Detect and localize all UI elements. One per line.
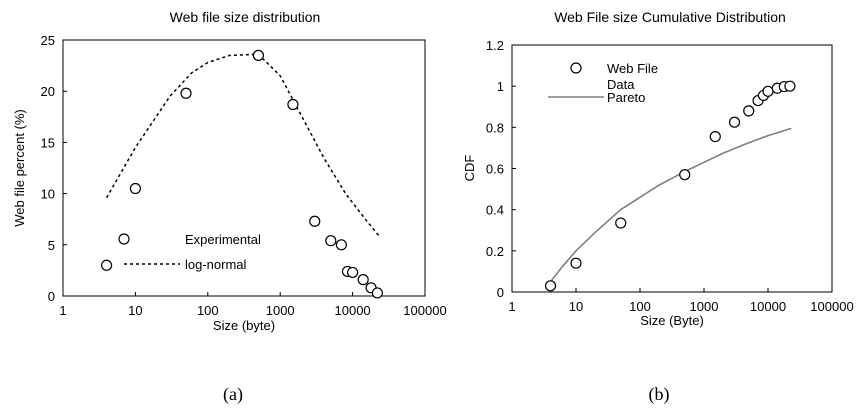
chart-a-point-experimental: [325, 235, 337, 247]
chart-b-point-web-file-data: [762, 85, 774, 97]
chart-b-legend-label-pareto: Pareto: [607, 90, 645, 105]
chart-a-x-tick-label: 1000: [266, 303, 295, 318]
chart-a-point-experimental: [347, 266, 359, 279]
chart-a-x-tick-label: 1: [59, 303, 66, 318]
chart-b-legend-label-web-file: Web File: [607, 61, 658, 76]
chart-a-title: Web file size distribution: [170, 9, 321, 25]
chart-b-x-tick-label: 1000: [690, 299, 719, 314]
chart-a-series-log-normal-line: [105, 53, 380, 237]
chart-b-title: Web File size Cumulative Distribution: [554, 9, 786, 25]
chart-b-x-tick-label: 100000: [810, 299, 853, 314]
chart-a-legend-marker-experimental: [118, 233, 130, 245]
chart-a-y-tick-label: 15: [41, 135, 55, 150]
chart-b-x-tick-label: 10: [569, 299, 583, 314]
chart-b-y-axis-label: CDF: [462, 155, 477, 182]
chart-a-y-tick-label: 5: [48, 238, 55, 253]
chart-a-point-experimental: [309, 215, 321, 227]
chart-b-x-tick-label: 10000: [750, 299, 786, 314]
chart-b-y-tick-label: 0.8: [486, 120, 504, 135]
chart-a-point-experimental: [100, 259, 113, 271]
chart-a-legend-label-log-normal: log-normal: [185, 257, 247, 272]
chart-b-series-web-file-data-points: [544, 80, 796, 292]
chart-a-legend: Experimental log-normal: [118, 232, 261, 272]
chart-a-y-ticks: 0 5 10 15 20 25: [41, 33, 67, 304]
chart-a-x-tick-label: 10: [128, 303, 142, 318]
chart-a-x-tick-label: 100: [197, 303, 219, 318]
chart-a-x-tick-label: 10000: [335, 303, 371, 318]
chart-b-x-tick-label: 100: [629, 299, 651, 314]
chart-a-y-tick-label: 0: [48, 289, 55, 304]
chart-b-x-axis-label: Size (Byte): [640, 313, 704, 328]
chart-b-y-tick-label: 1: [497, 79, 504, 94]
chart-a-y-tick-label: 20: [41, 84, 55, 99]
chart-a-x-ticks: 1 10 100 1000 10000 100000: [59, 292, 447, 318]
chart-b: Web File size Cumulative Distribution 00…: [462, 9, 854, 405]
chart-b-legend-marker-web-file-data: [570, 62, 582, 74]
chart-b-point-web-file-data: [570, 257, 582, 269]
chart-a-y-axis-label: Web file percent (%): [12, 109, 27, 227]
chart-a-point-experimental: [129, 182, 141, 195]
chart-a-point-experimental: [287, 98, 299, 111]
chart-a-y-tick-label: 10: [41, 187, 55, 202]
chart-a-point-experimental: [357, 274, 369, 286]
chart-b-y-tick-label: 0: [497, 285, 504, 300]
chart-a-series-experimental-points: [100, 49, 383, 299]
chart-b-x-ticks: 1 10 100 1000 10000 100000: [508, 288, 854, 314]
chart-b-point-web-file-data: [679, 169, 691, 181]
chart-b-y-ticks: 0 0.2 0.4 0.6 0.8 1 1.2: [486, 38, 516, 300]
chart-b-legend: Web File Data Pareto: [548, 61, 658, 105]
chart-a-point-experimental: [335, 239, 347, 251]
chart-b-point-web-file-data: [615, 217, 627, 229]
chart-b-point-web-file-data: [743, 105, 755, 117]
chart-a-caption: (a): [223, 384, 243, 405]
chart-b-series-pareto-line: [549, 127, 792, 283]
chart-a-point-experimental: [252, 49, 265, 61]
chart-b-y-tick-label: 0.2: [486, 244, 504, 259]
chart-a-plot-frame: [62, 39, 426, 297]
chart-b-legend-label-data: Data: [607, 77, 635, 92]
chart-b-point-web-file-data: [784, 80, 796, 92]
chart-a-point-experimental: [180, 87, 192, 99]
chart-b-y-tick-label: 0.6: [486, 162, 504, 177]
chart-b-y-tick-label: 1.2: [486, 38, 504, 53]
chart-a-x-axis-label: Size (byte): [213, 318, 275, 333]
chart-b-point-web-file-data: [544, 280, 557, 292]
chart-a-point-experimental: [371, 287, 383, 299]
chart-a-legend-label-experimental: Experimental: [185, 232, 261, 247]
chart-a-y-tick-label: 25: [41, 33, 55, 48]
chart-b-point-web-file-data: [728, 116, 741, 128]
chart-a-x-tick-label: 100000: [403, 303, 446, 318]
chart-b-y-tick-label: 0.4: [486, 203, 504, 218]
chart-b-point-web-file-data: [709, 130, 721, 143]
chart-b-caption: (b): [649, 384, 670, 405]
chart-b-x-tick-label: 1: [508, 299, 515, 314]
